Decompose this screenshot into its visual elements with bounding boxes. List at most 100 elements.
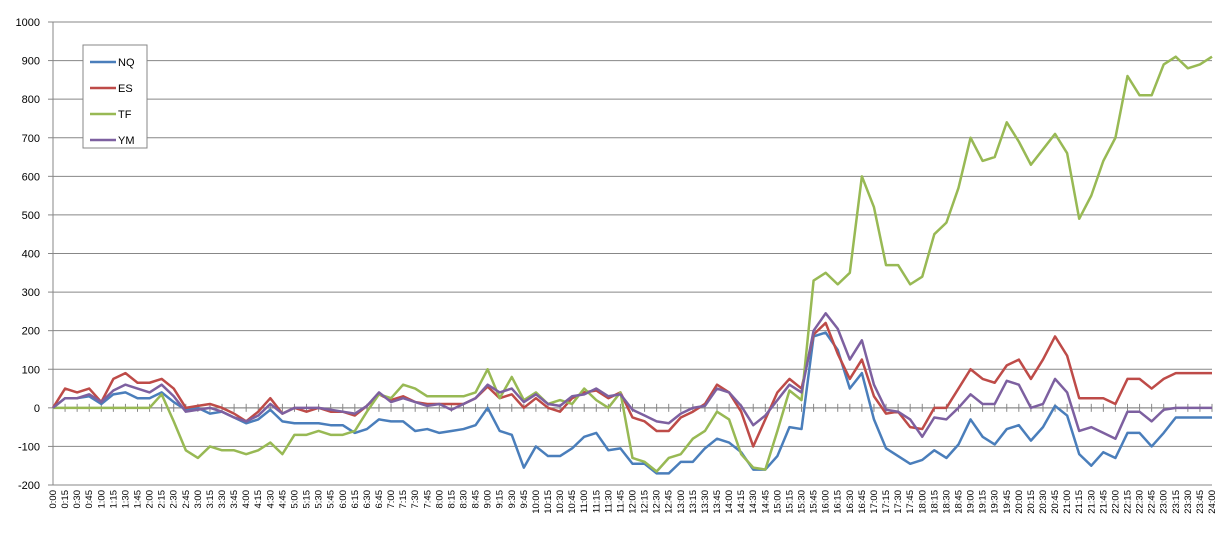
- x-tick-label: 11:30: [603, 490, 614, 513]
- y-tick-label: 0: [34, 403, 40, 415]
- y-tick-label: 1000: [16, 17, 40, 29]
- x-tick-label: 6:30: [362, 490, 373, 509]
- x-tick-label: 9:15: [495, 490, 506, 509]
- x-tick-label: 1:30: [120, 490, 131, 509]
- x-tick-label: 17:15: [881, 490, 892, 514]
- legend-label: ES: [118, 83, 133, 95]
- x-tick-label: 9:30: [507, 490, 518, 509]
- x-tick-label: 1:15: [108, 490, 119, 509]
- x-tick-label: 19:30: [990, 490, 1001, 514]
- x-tick-label: 23:45: [1195, 490, 1206, 514]
- x-tick-label: 8:15: [446, 490, 457, 509]
- x-tick-label: 21:45: [1098, 490, 1109, 514]
- y-tick-label: 200: [22, 326, 40, 338]
- x-tick-label: 12:45: [664, 490, 675, 514]
- legend-label: YM: [118, 135, 135, 147]
- x-tick-label: 14:30: [748, 490, 759, 514]
- x-tick-label: 19:45: [1002, 490, 1013, 514]
- x-tick-label: 18:15: [929, 490, 940, 514]
- x-tick-label: 0:15: [60, 490, 71, 509]
- x-tick-label: 22:30: [1135, 490, 1146, 514]
- x-tick-label: 3:00: [193, 490, 204, 509]
- x-tick-label: 22:00: [1110, 490, 1121, 514]
- x-tick-label: 22:45: [1147, 490, 1158, 514]
- x-tick-label: 3:15: [205, 490, 216, 509]
- x-tick-label: 10:45: [567, 490, 578, 514]
- x-tick-label: 24:00: [1207, 490, 1218, 514]
- x-tick-label: 2:00: [145, 490, 156, 509]
- x-tick-label: 1:45: [133, 490, 144, 509]
- x-tick-label: 15:30: [797, 490, 808, 514]
- y-tick-label: 900: [22, 56, 40, 68]
- x-tick-label: 0:30: [72, 490, 83, 509]
- x-tick-label: 13:15: [688, 490, 699, 514]
- y-tick-label: 500: [22, 210, 40, 222]
- x-tick-label: 18:45: [953, 490, 964, 514]
- x-tick-label: 2:45: [181, 490, 192, 509]
- x-tick-label: 8:30: [458, 490, 469, 509]
- x-tick-label: 11:00: [579, 490, 590, 513]
- x-tick-label: 17:00: [869, 490, 880, 514]
- x-tick-label: 10:00: [531, 490, 542, 514]
- x-tick-label: 14:00: [724, 490, 735, 514]
- x-tick-label: 10:15: [543, 490, 554, 514]
- x-tick-label: 23:30: [1183, 490, 1194, 514]
- x-tick-label: 22:15: [1122, 490, 1133, 514]
- x-tick-label: 8:00: [434, 490, 445, 509]
- x-tick-label: 18:30: [941, 490, 952, 514]
- x-tick-label: 13:30: [700, 490, 711, 514]
- x-tick-label: 6:15: [350, 490, 361, 509]
- y-tick-label: -100: [18, 441, 40, 453]
- x-tick-label: 20:45: [1050, 490, 1061, 514]
- x-tick-label: 9:00: [483, 490, 494, 509]
- x-tick-label: 7:30: [410, 490, 421, 509]
- y-tick-label: -200: [18, 480, 40, 492]
- legend-box: [82, 44, 148, 149]
- x-tick-label: 6:45: [374, 490, 385, 509]
- series-line: [52, 312, 1212, 440]
- x-tick-label: 3:45: [229, 490, 240, 509]
- x-tick-label: 15:00: [772, 490, 783, 514]
- x-tick-label: 10:30: [555, 490, 566, 514]
- x-tick-label: 7:15: [398, 490, 409, 509]
- x-tick-label: 20:00: [1014, 490, 1025, 514]
- x-tick-label: 4:00: [241, 490, 252, 509]
- x-tick-label: 17:45: [905, 490, 916, 514]
- x-tick-label: 2:15: [157, 490, 168, 509]
- x-tick-label: 16:45: [857, 490, 868, 514]
- x-tick-label: 16:15: [833, 490, 844, 514]
- x-tick-label: 5:00: [289, 490, 300, 509]
- x-tick-label: 9:45: [519, 490, 530, 509]
- series-line: [53, 55, 1213, 473]
- x-tick-label: 13:45: [712, 490, 723, 514]
- x-tick-label: 23:00: [1159, 490, 1170, 514]
- x-tick-label: 18:00: [917, 490, 928, 514]
- legend-label: TF: [118, 109, 132, 121]
- x-tick-label: 0:00: [48, 490, 59, 509]
- x-tick-label: 12:15: [640, 490, 651, 514]
- x-tick-label: 7:00: [386, 490, 397, 509]
- x-tick-label: 19:15: [978, 490, 989, 514]
- y-tick-label: 600: [22, 171, 40, 183]
- x-tick-label: 1:00: [96, 490, 107, 509]
- x-tick-label: 13:00: [676, 490, 687, 514]
- x-tick-label: 14:45: [760, 490, 771, 514]
- y-tick-label: 300: [22, 287, 40, 299]
- x-tick-label: 2:30: [169, 490, 180, 509]
- x-tick-label: 11:15: [591, 490, 602, 513]
- x-tick-label: 3:30: [217, 490, 228, 509]
- x-tick-label: 12:00: [628, 490, 639, 514]
- x-tick-label: 6:00: [338, 490, 349, 509]
- series-line: [51, 321, 1212, 448]
- y-tick-label: 700: [22, 133, 40, 145]
- x-tick-label: 4:30: [265, 490, 276, 509]
- x-tick-label: 20:30: [1038, 490, 1049, 514]
- legend-label: NQ: [118, 57, 135, 69]
- x-tick-label: 23:15: [1171, 490, 1182, 514]
- x-tick-label: 19:00: [966, 490, 977, 514]
- x-tick-label: 0:45: [84, 490, 95, 509]
- x-tick-label: 21:00: [1062, 490, 1073, 514]
- x-tick-label: 16:00: [821, 490, 832, 514]
- x-tick-label: 20:15: [1026, 490, 1037, 514]
